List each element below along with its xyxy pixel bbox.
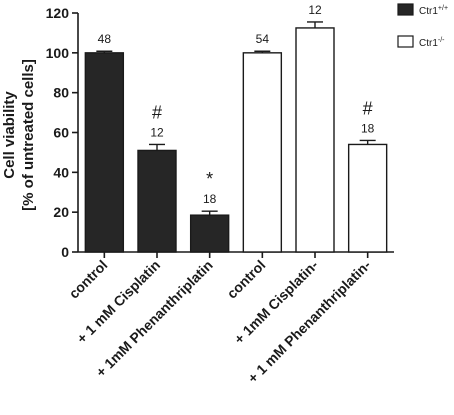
y-axis-title: Cell viability [% of untreated cells] [1, 59, 37, 211]
legend-swatch [397, 3, 414, 16]
bar [242, 52, 283, 253]
significance-marker: # [152, 102, 162, 122]
legend-swatch [397, 35, 414, 48]
axes: 0 20 40 60 80 100 120 [46, 5, 394, 260]
bar [84, 52, 125, 253]
bars [84, 21, 388, 253]
bar [347, 143, 388, 253]
n-label: 12 [150, 125, 164, 139]
y-tick-label: 120 [46, 5, 70, 21]
annotations: 48 12 #18 * 54 12 18 # [98, 3, 375, 206]
legend-label: Ctr1+/+ [419, 5, 448, 17]
y-tick-label: 40 [53, 164, 69, 180]
category-label: control [66, 257, 111, 302]
y-axis-title-line2: [% of untreated cells] [20, 59, 37, 211]
y-tick-label: 100 [46, 45, 70, 61]
category-label: control [224, 257, 269, 302]
bar [189, 214, 230, 253]
n-label: 48 [98, 32, 112, 46]
bar [295, 27, 335, 253]
n-label: 18 [203, 192, 217, 206]
legend-label: Ctr1-/- [419, 37, 445, 49]
y-tick-label: 80 [53, 85, 69, 101]
n-label: 12 [308, 3, 322, 17]
n-label: 54 [256, 32, 270, 46]
n-label: 18 [361, 121, 375, 135]
y-tick-label: 20 [53, 204, 69, 220]
y-tick-label: 60 [53, 125, 69, 141]
significance-marker: * [206, 169, 213, 189]
legend: Ctr1+/+ Ctr1-/- [397, 3, 448, 49]
significance-marker: # [363, 98, 373, 118]
y-axis-title-line1: Cell viability [1, 91, 18, 179]
x-axis-labels: control+ 1 mM Cisplatin+ 1mM Phenanthrip… [66, 257, 374, 387]
bar [137, 149, 177, 253]
y-tick-label: 0 [61, 244, 69, 260]
